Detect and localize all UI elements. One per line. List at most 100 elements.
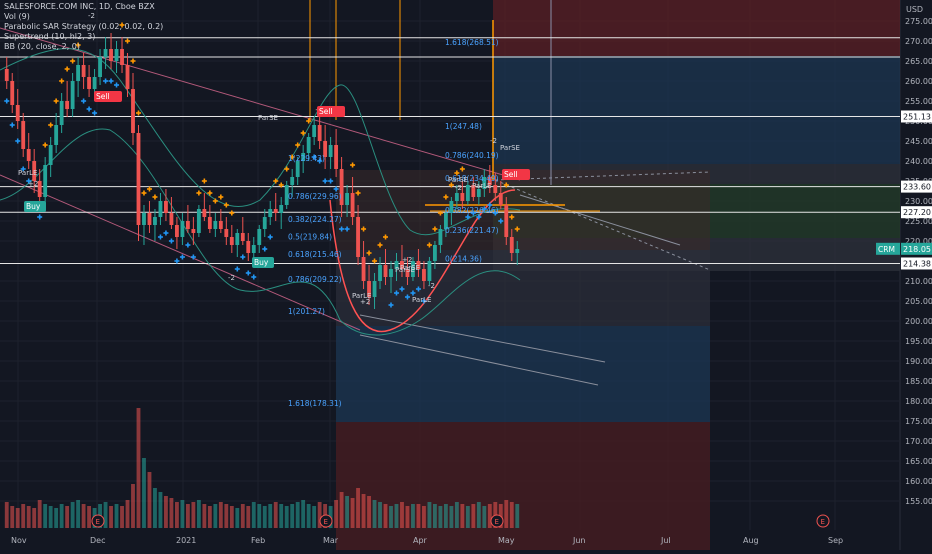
y-tick-label: 160.00 [905,477,932,486]
fib-lower-label: 0.786(209.22) [288,275,342,284]
legend-bb[interactable]: BB (20, close, 2, 0) [4,42,80,51]
candle-body [26,149,31,161]
candle-body [295,161,300,177]
candle-body [81,65,86,77]
candle-body [98,57,102,77]
volume-bar [262,506,267,528]
volume-bar [301,500,306,528]
volume-bar [284,506,289,528]
fib-zone-lower-red [336,422,710,550]
volume-bar [273,502,278,528]
x-tick-label: Feb [251,536,265,545]
candle-body [142,213,146,225]
fib-upper-label: 1(247.48) [445,122,482,131]
volume-bar [438,506,443,528]
fib-zone-lower-mid [336,250,710,326]
volume-bar [487,504,492,528]
signal-badge-box [252,257,274,268]
candle-body [43,165,48,197]
legend-vol[interactable]: Vol (9) [4,12,30,21]
volume-bar [356,488,360,528]
signal-annotation: ParLE [18,169,37,177]
volume-bar [251,502,256,528]
volume-bar [367,496,371,528]
earnings-marker[interactable]: E [91,514,105,528]
legend-supertrend[interactable]: Supertrend (10, hl2, 3) [4,32,96,41]
candle-body [367,281,371,297]
candle-body [120,49,124,65]
fib-upper-label: 0.618(234.49) [445,174,499,183]
fib-upper-label: 0(214.36) [445,255,482,264]
candle-body [153,217,157,225]
volume-bar [213,504,218,528]
volume-bar [339,492,344,528]
volume-bars [4,408,520,528]
volume-bar [246,506,251,528]
candle-body [229,237,234,245]
earnings-marker[interactable]: E [490,514,504,528]
candle-body [476,189,481,197]
ticker-badge-box [876,242,900,255]
ticker-badge[interactable]: CRM [876,242,900,255]
candle-body [180,221,185,237]
candle-body [37,181,42,197]
earnings-marker[interactable]: E [816,514,830,528]
volume-bar [131,484,135,528]
y-tick-label: 255.00 [905,97,932,106]
y-tick-label: 170.00 [905,437,932,446]
volume-bar [196,500,201,528]
volume-bar [471,504,476,528]
price-badges: 251.13 233.60 227.20 218.05 214.38 CRM [876,110,932,270]
volume-bar [147,472,152,528]
y-tick-label: 185.00 [905,377,932,386]
volume-bar [394,504,399,528]
volume-bar [120,506,124,528]
time-axis[interactable]: Nov Dec 2021 Feb Mar Apr May Jun Jul Aug Sep [11,536,843,545]
volume-bar [224,504,229,528]
candle-body [262,217,267,229]
legend-psar[interactable]: Parabolic SAR Strategy (0.02, 0.02, 0.2) [4,22,164,31]
volume-bar [136,408,141,528]
candle-body [92,77,97,89]
fib-lower-label: 1.618(178.31) [288,399,342,408]
candle-body [268,209,273,217]
price-badge[interactable]: 214.38 [901,257,932,270]
volume-bar [361,494,366,528]
volume-bar [268,504,273,528]
x-tick-label: Jul [660,536,671,545]
price-badge[interactable]: 251.13 [901,110,932,123]
y-tick-label: 270.00 [905,37,932,46]
trendline-dashed-2 [494,179,711,271]
volume-bar [427,502,432,528]
candle-body [339,169,344,205]
x-tick-label: Apr [413,536,428,545]
volume-bar [48,506,53,528]
candle-body [273,209,278,213]
candle-body [185,221,190,229]
x-tick-label: Aug [743,536,759,545]
volume-bar [422,506,426,528]
symbol-title[interactable]: SALESFORCE.COM INC, 1D, Cboe BZX [4,2,155,11]
volume-bar [142,458,146,528]
candle-body [378,265,382,281]
price-badge-box [901,110,932,123]
signal-annotation: +2 [28,180,38,188]
price-badge[interactable]: 227.20 [901,206,932,219]
earnings-letter: E [821,518,825,526]
price-badge[interactable]: 218.05 [901,242,932,255]
earnings-letter: E [96,518,100,526]
candle-body [328,145,333,157]
y-tick-label: 245.00 [905,137,932,146]
volume-bar [482,506,487,528]
y-tick-label: 195.00 [905,337,932,346]
earnings-marker[interactable]: E [319,514,333,528]
y-tick-label: 220.00 [905,237,932,246]
candle-body [207,217,212,229]
candle-body [87,77,92,89]
candle-body [301,153,306,161]
candle-body [32,161,37,181]
price-badge[interactable]: 233.60 [901,180,932,193]
trendline-grey-2 [359,334,599,386]
